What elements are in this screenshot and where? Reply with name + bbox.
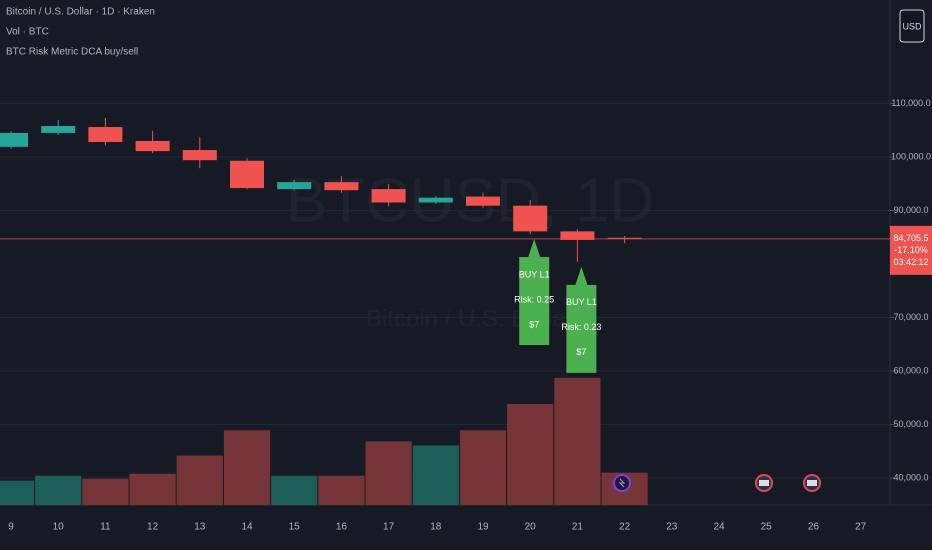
signal-label[interactable] <box>519 239 550 346</box>
last-price-change: -17.10% <box>894 245 928 255</box>
y-tick-label: 70,000.0 <box>893 312 928 322</box>
volume-bar <box>507 404 554 505</box>
signal-text: Risk: 0.23 <box>561 322 601 332</box>
signal-text: $7 <box>576 347 586 357</box>
y-tick-label: 110,000.0 <box>891 98 930 108</box>
last-price-countdown: 03:42:12 <box>893 257 928 267</box>
signal-text: BUY L1 <box>519 269 550 279</box>
x-tick-label: 19 <box>477 522 489 533</box>
volume-bar <box>554 377 601 505</box>
y-tick-label: 90,000.0 <box>893 205 928 215</box>
signal-text: $7 <box>529 319 539 329</box>
event-icon[interactable] <box>803 474 821 492</box>
x-tick-label: 16 <box>336 522 348 533</box>
x-tick-label: 15 <box>289 522 301 533</box>
x-tick-label: 11 <box>100 522 111 533</box>
y-tick-label: 50,000.0 <box>893 419 928 429</box>
volume-bar <box>35 475 82 505</box>
x-tick-label: 9 <box>8 522 14 533</box>
candle-body <box>466 196 500 206</box>
x-tick-label: 14 <box>241 522 253 533</box>
candle-body <box>41 125 76 133</box>
candle-body <box>324 182 359 191</box>
volume-bar <box>0 480 35 505</box>
y-tick-label: 40,000.0 <box>893 472 928 482</box>
legend-indicator[interactable]: Vol · BTC <box>6 27 49 38</box>
x-tick-label: 24 <box>713 522 725 533</box>
currency-label[interactable]: USD <box>902 21 922 31</box>
candle-body <box>230 160 264 189</box>
candle-body <box>182 150 217 161</box>
x-tick-label: 25 <box>761 522 773 533</box>
plot: 110,000.0 100,000.0 90,000.0 70,000.0 60,000… <box>0 98 932 533</box>
currency-button[interactable] <box>899 9 925 43</box>
last-price-box <box>890 225 932 275</box>
candle-body <box>418 197 453 203</box>
candle-body <box>277 182 312 190</box>
candle-body <box>371 189 406 203</box>
signal-text: Risk: 0.25 <box>514 294 554 304</box>
legend-indicator[interactable]: BTC Risk Metric DCA buy/sell <box>6 47 138 58</box>
last-price-label: 84,705.5 <box>893 233 928 243</box>
candle-body <box>135 140 170 152</box>
candle-body <box>513 205 548 232</box>
x-tick-label: 17 <box>383 522 395 533</box>
volume-bar <box>129 473 176 505</box>
x-tick-label: 26 <box>808 522 820 533</box>
y-tick-label: 100,000.0 <box>891 151 931 161</box>
volume-bar <box>223 430 271 505</box>
x-tick-label: 21 <box>572 522 584 533</box>
x-tick-label: 22 <box>619 522 631 533</box>
volume-bar <box>176 455 223 505</box>
candle-body <box>0 132 28 147</box>
event-icon[interactable] <box>755 474 773 492</box>
candle-body <box>560 231 595 240</box>
volume-bar <box>318 475 365 505</box>
volume-bar <box>82 478 129 505</box>
candle-body <box>607 237 642 239</box>
x-tick-label: 12 <box>147 522 159 533</box>
volume-bar <box>459 430 507 505</box>
x-tick-label: 27 <box>855 522 867 533</box>
legend-title[interactable]: Bitcoin / U.S. Dollar · 1D · Kraken <box>6 7 155 18</box>
x-tick-label: 23 <box>666 522 678 533</box>
signal-label[interactable] <box>566 266 597 373</box>
x-tick-label: 10 <box>53 522 65 533</box>
x-tick-label: 20 <box>525 522 537 533</box>
candle-body <box>88 127 123 143</box>
volume-bar <box>365 441 412 505</box>
volume-bar <box>412 445 459 505</box>
signal-text: BUY L1 <box>566 297 597 307</box>
x-tick-label: 18 <box>430 522 442 533</box>
volume-bar <box>271 475 318 505</box>
event-icon[interactable] <box>613 474 631 492</box>
y-tick-label: 60,000.0 <box>893 365 928 375</box>
x-tick-label: 13 <box>194 522 206 533</box>
